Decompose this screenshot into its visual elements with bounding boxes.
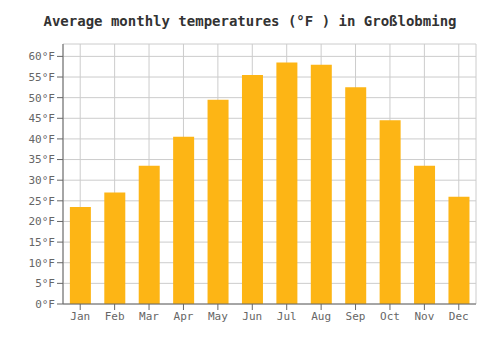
svg-text:Sep: Sep bbox=[346, 310, 366, 323]
svg-text:Jul: Jul bbox=[277, 310, 297, 323]
svg-text:Feb: Feb bbox=[105, 310, 125, 323]
svg-text:60°F: 60°F bbox=[29, 50, 56, 63]
svg-text:10°F: 10°F bbox=[29, 257, 56, 270]
svg-text:Mar: Mar bbox=[139, 310, 159, 323]
svg-text:0°F: 0°F bbox=[35, 298, 55, 311]
svg-text:40°F: 40°F bbox=[29, 133, 56, 146]
svg-text:Apr: Apr bbox=[174, 310, 194, 323]
svg-text:15°F: 15°F bbox=[29, 236, 56, 249]
svg-text:Aug: Aug bbox=[311, 310, 331, 323]
svg-text:35°F: 35°F bbox=[29, 153, 56, 166]
svg-text:Jun: Jun bbox=[242, 310, 262, 323]
svg-text:Jan: Jan bbox=[70, 310, 90, 323]
svg-text:45°F: 45°F bbox=[29, 112, 56, 125]
html-text:Average monthly temperatures (: Average monthly temperatures (°F ) in Gr… bbox=[43, 13, 457, 29]
svg-text:50°F: 50°F bbox=[29, 92, 56, 105]
svg-text:55°F: 55°F bbox=[29, 71, 56, 84]
svg-text:30°F: 30°F bbox=[29, 174, 56, 187]
svg-text:5°F: 5°F bbox=[35, 277, 55, 290]
svg-text:Nov: Nov bbox=[414, 310, 434, 323]
svg-text:25°F: 25°F bbox=[29, 195, 56, 208]
svg-text:Oct: Oct bbox=[380, 310, 400, 323]
svg-text:Dec: Dec bbox=[449, 310, 469, 323]
svg-text:20°F: 20°F bbox=[29, 215, 56, 228]
svg-text:May: May bbox=[208, 310, 228, 323]
